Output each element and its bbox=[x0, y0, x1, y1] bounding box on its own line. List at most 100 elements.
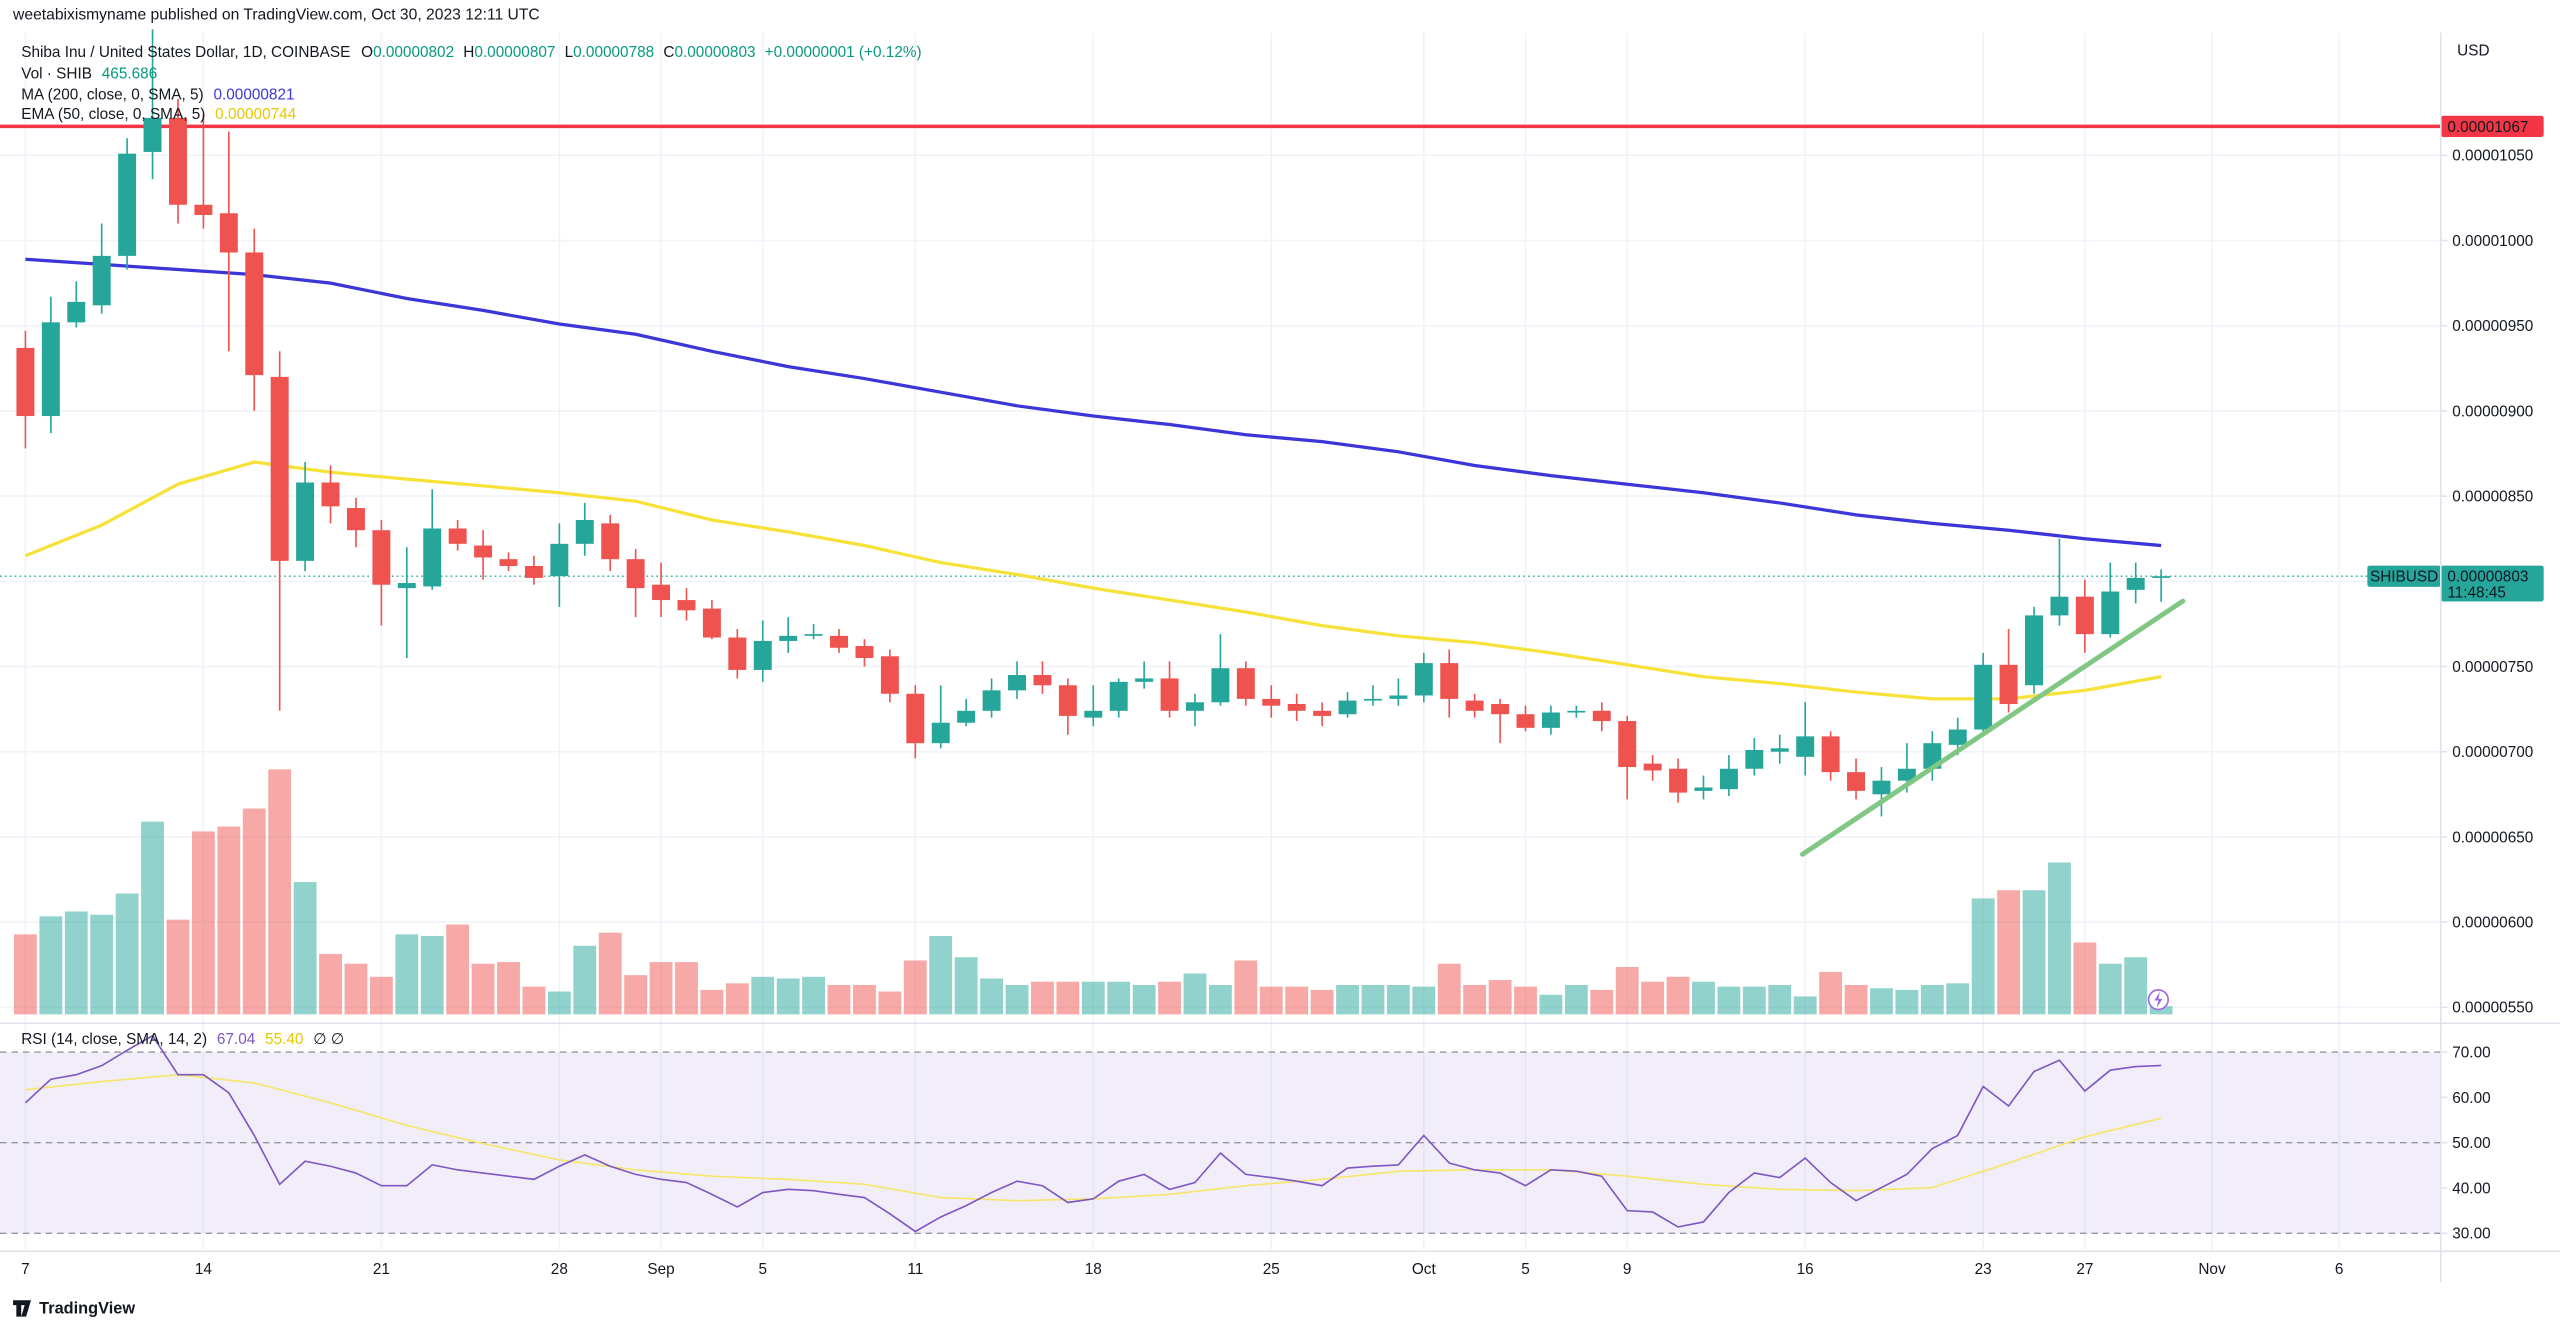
volume-bar bbox=[802, 976, 826, 1015]
volume-bar bbox=[1920, 984, 1944, 1015]
volume-bar bbox=[1437, 963, 1461, 1015]
volume-label: Vol · SHIB bbox=[21, 65, 92, 82]
bolt-glyph bbox=[2154, 991, 2163, 1008]
candle-body bbox=[855, 646, 874, 658]
x-tick-label: 5 bbox=[1521, 1261, 1530, 1278]
indicator-line bbox=[24, 1034, 2162, 1233]
rsi-label: RSI (14, close, SMA, 14, 2) bbox=[21, 1031, 207, 1048]
candle-body bbox=[194, 204, 213, 215]
volume-bar bbox=[1031, 981, 1054, 1015]
candle-body bbox=[1974, 664, 1993, 730]
volume-bar bbox=[13, 934, 37, 1015]
axes: 7 14 21 28 Sep 5 11 18 25 Oct 5 9 16 23 27 Nov 6 0.000010… bbox=[21, 115, 2544, 1278]
trend-line bbox=[1800, 598, 2186, 857]
volume-bar bbox=[268, 769, 292, 1015]
candle-body bbox=[575, 519, 594, 544]
rsi-tick-label: 50.00 bbox=[2452, 1135, 2490, 1152]
volume-bar bbox=[64, 911, 88, 1015]
candle-body bbox=[1719, 768, 1738, 790]
volume-bar bbox=[420, 935, 444, 1015]
x-tick-label: 7 bbox=[21, 1261, 30, 1278]
candle-body bbox=[448, 528, 467, 544]
ohlc-key: O bbox=[361, 44, 373, 61]
candle-body bbox=[1008, 675, 1026, 691]
candle-body bbox=[474, 545, 493, 558]
candle-body bbox=[1084, 710, 1103, 718]
rsi-tick-label: 60.00 bbox=[2452, 1090, 2490, 1107]
candle-body bbox=[499, 559, 518, 566]
volume-bar bbox=[344, 963, 368, 1015]
volume-bar bbox=[1463, 984, 1487, 1015]
volume-bar bbox=[1056, 981, 1080, 1015]
candle-body bbox=[1796, 736, 1815, 757]
y-tick-label: 0.00001000 bbox=[2452, 233, 2533, 250]
volume-bar bbox=[2073, 942, 2097, 1015]
alert-label-box bbox=[2440, 115, 2544, 137]
volume-bar bbox=[853, 984, 876, 1015]
candle-body bbox=[1897, 768, 1916, 781]
candle-body bbox=[601, 523, 620, 560]
volume-bar bbox=[1310, 989, 1334, 1015]
candle-body bbox=[1033, 675, 1052, 686]
rsi-tick-label: 70.00 bbox=[2452, 1044, 2490, 1061]
candle-body bbox=[1847, 772, 1866, 791]
symbol-box bbox=[2367, 565, 2441, 587]
candle-body bbox=[2025, 615, 2043, 686]
volume-bar bbox=[649, 962, 673, 1015]
candle-body bbox=[296, 482, 315, 561]
volume-bar bbox=[624, 975, 648, 1015]
candle-body bbox=[2126, 577, 2145, 590]
candle-body bbox=[346, 508, 365, 531]
volume-bar bbox=[319, 953, 342, 1015]
volume-bar bbox=[1005, 984, 1029, 1015]
candle-body bbox=[1567, 710, 1586, 713]
volume-bar bbox=[598, 932, 622, 1015]
candle-body bbox=[1770, 748, 1789, 752]
ohlc-value: 0.00000788 bbox=[573, 44, 654, 61]
symbol-label: SHIBUSD bbox=[2370, 569, 2438, 586]
y-tick-label: 0.00000850 bbox=[2452, 489, 2533, 506]
x-tick-label: 6 bbox=[2335, 1261, 2344, 1278]
candle-body bbox=[1592, 710, 1611, 722]
rsi-value: 67.04 bbox=[217, 1031, 256, 1048]
x-tick-label: 28 bbox=[551, 1261, 568, 1278]
volume-bar bbox=[954, 957, 978, 1015]
volume-bar bbox=[1768, 984, 1792, 1015]
y-tick-label: 0.00000900 bbox=[2452, 403, 2533, 420]
volume-bar bbox=[1692, 981, 1715, 1015]
candle-body bbox=[270, 376, 289, 561]
volume-bar bbox=[497, 962, 520, 1015]
candle-body bbox=[1186, 702, 1204, 711]
logo-mark bbox=[13, 1300, 32, 1317]
legend-volume: Vol · SHIB 465.686 bbox=[21, 65, 157, 82]
volume-bar bbox=[395, 934, 419, 1015]
candle-body bbox=[1821, 736, 1840, 773]
candle-body bbox=[779, 635, 798, 641]
volume-bar bbox=[369, 976, 393, 1015]
volume-bar bbox=[293, 882, 317, 1015]
candle-body bbox=[118, 153, 137, 256]
candle-body bbox=[957, 710, 976, 723]
volume-bar bbox=[522, 986, 546, 1015]
volume-bar bbox=[1641, 981, 1665, 1015]
candle-body bbox=[1516, 714, 1535, 728]
y-tick-label: 0.00000750 bbox=[2452, 659, 2533, 676]
candle-body bbox=[1135, 678, 1154, 682]
candle-body bbox=[652, 584, 671, 601]
volume-bar bbox=[1997, 890, 2021, 1015]
ohlc-key: L bbox=[565, 44, 574, 61]
ohlc-value: 0.00000807 bbox=[474, 44, 555, 61]
volume-bar bbox=[1819, 971, 1843, 1015]
volume-bar bbox=[1742, 986, 1766, 1015]
candle-body bbox=[219, 213, 238, 253]
volume-bar bbox=[90, 914, 114, 1015]
y-tick-label: 0.00000950 bbox=[2452, 318, 2533, 335]
volume-bar bbox=[1717, 986, 1741, 1015]
volume-bar bbox=[1666, 976, 1690, 1015]
x-tick-label: 11 bbox=[907, 1261, 923, 1278]
candle-body bbox=[702, 608, 721, 638]
candle-body bbox=[804, 634, 823, 636]
volume-bar bbox=[1844, 984, 1868, 1015]
volume bbox=[13, 769, 2173, 1015]
volume-bar bbox=[1158, 981, 1181, 1015]
